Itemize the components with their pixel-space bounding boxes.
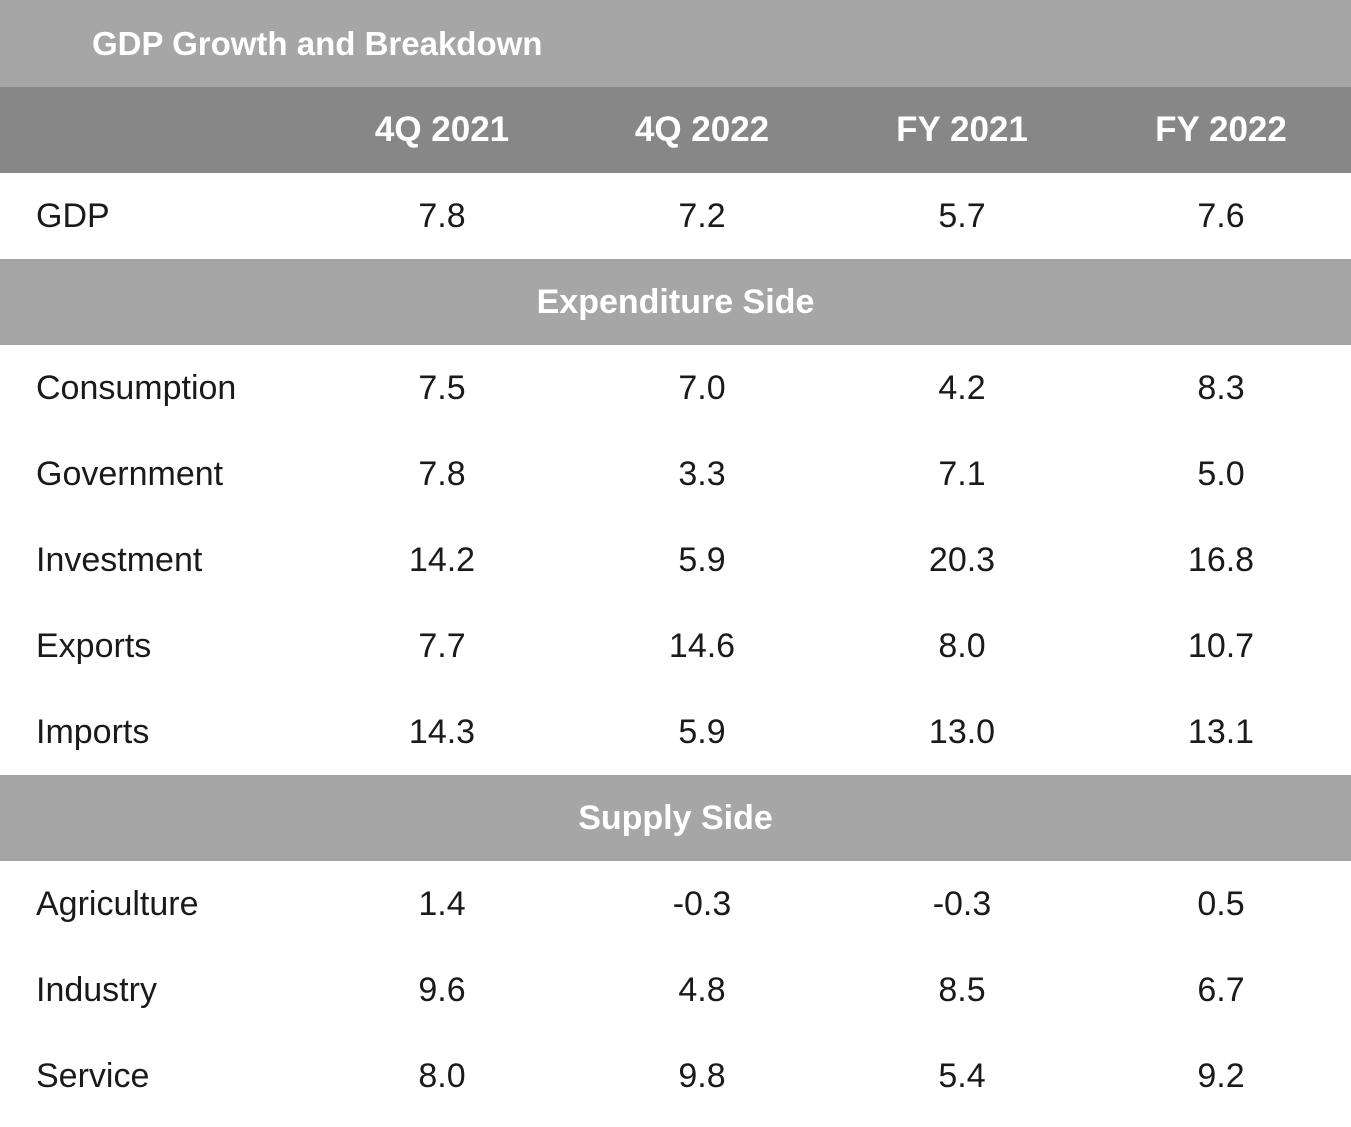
table-cell: 0.5 bbox=[1197, 885, 1245, 923]
table-cell: 4.2 bbox=[938, 369, 986, 407]
row-label: Exports bbox=[36, 627, 152, 665]
table-cell: 5.9 bbox=[678, 541, 726, 579]
table-cell: 14.3 bbox=[408, 713, 476, 751]
column-header: 4Q 2022 bbox=[634, 110, 770, 149]
table-cell: 7.6 bbox=[1197, 197, 1245, 235]
table-row: Agriculture 1.4 -0.3 -0.3 0.5 bbox=[0, 861, 1351, 947]
section-title: Supply Side bbox=[578, 798, 773, 837]
section-header-row: Expenditure Side bbox=[0, 259, 1351, 345]
table-cell: 5.7 bbox=[938, 197, 986, 235]
table-cell: 20.3 bbox=[928, 541, 996, 579]
row-label: Industry bbox=[36, 971, 157, 1009]
table-row: Exports 7.7 14.6 8.0 10.7 bbox=[0, 603, 1351, 689]
table-cell: 7.0 bbox=[678, 369, 726, 407]
table-cell: -0.3 bbox=[672, 885, 732, 923]
table-cell: 9.8 bbox=[678, 1057, 726, 1095]
table-cell: 10.7 bbox=[1187, 627, 1255, 665]
table-cell: 7.7 bbox=[418, 627, 466, 665]
row-label: Service bbox=[36, 1057, 150, 1095]
table-cell: 3.3 bbox=[678, 455, 726, 493]
table-row: Service 8.0 9.8 5.4 9.2 bbox=[0, 1033, 1351, 1119]
table-row: Consumption 7.5 7.0 4.2 8.3 bbox=[0, 345, 1351, 431]
table-cell: 1.4 bbox=[418, 885, 466, 923]
table-row: GDP 7.8 7.2 5.7 7.6 bbox=[0, 173, 1351, 259]
table-cell: 6.7 bbox=[1197, 971, 1245, 1009]
row-label: Imports bbox=[36, 713, 150, 751]
table-cell: 8.5 bbox=[938, 971, 986, 1009]
table-cell: -0.3 bbox=[932, 885, 992, 923]
row-label: Consumption bbox=[36, 369, 237, 407]
row-label: Agriculture bbox=[36, 885, 199, 923]
column-header: FY 2022 bbox=[1155, 110, 1287, 149]
table-cell: 16.8 bbox=[1187, 541, 1255, 579]
table-cell: 5.9 bbox=[678, 713, 726, 751]
table-cell: 14.6 bbox=[668, 627, 736, 665]
section-title: Expenditure Side bbox=[536, 282, 815, 321]
section-header-row: Supply Side bbox=[0, 775, 1351, 861]
table-cell: 7.8 bbox=[418, 455, 466, 493]
row-label: GDP bbox=[36, 197, 110, 235]
row-label: Investment bbox=[36, 541, 203, 579]
table-cell: 8.3 bbox=[1197, 369, 1245, 407]
table-cell: 8.0 bbox=[418, 1057, 466, 1095]
table-cell: 5.0 bbox=[1197, 455, 1245, 493]
table-row: Industry 9.6 4.8 8.5 6.7 bbox=[0, 947, 1351, 1033]
table-row: Investment 14.2 5.9 20.3 16.8 bbox=[0, 517, 1351, 603]
table-cell: 5.4 bbox=[938, 1057, 986, 1095]
table-cell: 8.0 bbox=[938, 627, 986, 665]
row-label: Government bbox=[36, 455, 224, 493]
table-row: Government 7.8 3.3 7.1 5.0 bbox=[0, 431, 1351, 517]
table-cell: 9.2 bbox=[1197, 1057, 1245, 1095]
table-cell: 4.8 bbox=[678, 971, 726, 1009]
table-cell: 9.6 bbox=[418, 971, 466, 1009]
table-title: GDP Growth and Breakdown bbox=[92, 25, 543, 62]
table-cell: 7.8 bbox=[418, 197, 466, 235]
table-title-bar: GDP Growth and Breakdown bbox=[0, 0, 1351, 87]
table-cell: 7.5 bbox=[418, 369, 466, 407]
column-header: 4Q 2021 bbox=[374, 110, 510, 149]
table-cell: 7.2 bbox=[678, 197, 726, 235]
column-header-row: 4Q 2021 4Q 2022 FY 2021 FY 2022 bbox=[0, 87, 1351, 173]
table-cell: 7.1 bbox=[938, 455, 986, 493]
column-header: FY 2021 bbox=[896, 110, 1028, 149]
table-cell: 13.1 bbox=[1187, 713, 1255, 751]
table-cell: 13.0 bbox=[928, 713, 996, 751]
table-row: Imports 14.3 5.9 13.0 13.1 bbox=[0, 689, 1351, 775]
table-cell: 14.2 bbox=[408, 541, 476, 579]
